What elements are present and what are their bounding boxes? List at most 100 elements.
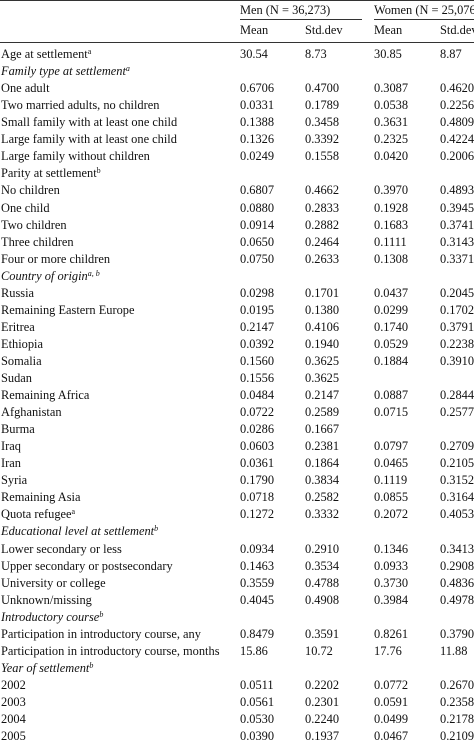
men-std-cell: 0.3332	[305, 507, 340, 522]
row-label-text: Age at settlement	[1, 47, 88, 61]
men-std-cell: 0.2910	[305, 541, 340, 556]
row-label: Iran	[1, 457, 21, 469]
women-mean-cell: 0.1683	[374, 217, 409, 232]
header-rule	[0, 42, 474, 43]
row-label: Small family with at least one child	[1, 116, 177, 128]
women-std-cell: 0.3791	[440, 319, 474, 334]
women-std-cell: 0.3790	[440, 626, 474, 641]
men-std-cell: 0.1940	[305, 336, 340, 351]
row-label: Quota refugeea	[1, 507, 76, 521]
women-mean-cell: 0.0933	[374, 558, 409, 573]
men-std-cell: 0.2882	[305, 217, 340, 232]
women-std-cell: 0.4224	[440, 132, 474, 147]
men-mean-cell: 0.0286	[240, 422, 275, 437]
women-mean-cell: 0.3970	[374, 183, 409, 198]
men-std-cell: 0.3458	[305, 115, 340, 130]
section-heading: Country of origina, b	[1, 269, 100, 282]
row-label-text: Parity at settlement	[1, 166, 97, 181]
women-mean-cell: 0.0299	[374, 302, 409, 317]
men-std-cell: 8.73	[305, 47, 327, 61]
women-std-cell: 0.3371	[440, 251, 474, 266]
women-mean-cell: 0.0887	[374, 388, 409, 402]
row-label: Ethiopia	[1, 338, 43, 350]
women-std-cell: 0.2709	[440, 439, 474, 454]
men-std-cell: 0.2582	[305, 490, 340, 505]
row-label-text: Russia	[1, 285, 35, 300]
women-std-cell: 0.2844	[440, 388, 474, 402]
row-label: Four or more children	[1, 252, 110, 265]
women-std-cell: 0.3413	[440, 541, 474, 556]
men-group-rule	[240, 19, 362, 20]
women-mean-cell: 0.3631	[374, 115, 409, 130]
men-std-cell: 0.3834	[305, 473, 340, 488]
men-mean-cell: 0.0195	[240, 302, 275, 317]
women-mean-cell: 0.0529	[374, 336, 409, 351]
men-mean-cell: 30.54	[240, 47, 268, 61]
men-mean-cell: 0.0934	[240, 541, 275, 556]
footnote-marker: b	[89, 660, 94, 670]
women-std-cell: 0.3741	[440, 217, 474, 232]
women-std-cell: 8.87	[440, 47, 462, 61]
women-mean-cell: 0.0855	[374, 490, 409, 505]
women-mean-cell: 0.0591	[374, 694, 409, 709]
men-std-cell: 0.1864	[305, 456, 340, 471]
men-std-cell: 0.2240	[305, 712, 340, 726]
row-label-text: One adult	[1, 81, 50, 96]
women-mean-cell: 0.0420	[374, 149, 409, 164]
women-std-cell: 0.2908	[440, 558, 474, 573]
row-label-text: Large family with at least one child	[1, 132, 177, 147]
women-mean-cell: 0.1119	[374, 473, 408, 488]
row-label-text: Three children	[1, 234, 74, 249]
women-mean-cell: 0.0797	[374, 439, 409, 454]
row-label: One child	[1, 201, 50, 214]
women-mean-cell: 0.0499	[374, 712, 409, 726]
women-mean-cell: 17.76	[374, 643, 402, 658]
women-std-cell: 0.2045	[440, 285, 474, 300]
row-label-text: Burma	[1, 422, 35, 437]
footnote-marker: a	[71, 507, 76, 517]
women-mean-header: Mean	[374, 23, 403, 37]
women-std-cell: 0.2358	[440, 694, 474, 709]
women-mean-cell: 0.0772	[374, 677, 409, 692]
section-heading: Year of settlementb	[1, 660, 94, 675]
women-mean-cell: 0.3087	[374, 81, 409, 96]
men-mean-cell: 0.6807	[240, 183, 275, 198]
row-label: Large family without children	[1, 150, 150, 162]
women-std-cell: 0.2006	[440, 149, 474, 164]
row-label-text: Upper secondary or postsecondary	[1, 558, 173, 573]
row-label: Upper secondary or postsecondary	[1, 558, 173, 573]
women-std-cell: 11.88	[440, 643, 468, 658]
men-std-cell: 0.2589	[305, 405, 340, 420]
women-mean-cell: 0.3730	[374, 575, 409, 590]
men-mean-cell: 0.1388	[240, 115, 275, 130]
men-std-cell: 0.4908	[305, 592, 340, 607]
women-mean-cell: 0.1884	[374, 353, 409, 368]
men-std-cell: 0.2301	[305, 694, 340, 709]
row-label: Sudan	[1, 372, 32, 384]
row-label: No children	[1, 184, 60, 196]
row-label-text: Year of settlement	[1, 660, 90, 675]
men-mean-cell: 0.0361	[240, 456, 275, 471]
men-mean-cell: 0.8479	[240, 626, 275, 641]
men-mean-cell: 0.0650	[240, 234, 275, 249]
women-group-rule	[374, 19, 474, 20]
men-std-cell: 0.1937	[305, 729, 340, 743]
women-mean-cell: 0.8261	[374, 626, 409, 641]
row-label-text: Remaining Africa	[1, 388, 90, 402]
row-label: Participation in introductory course, mo…	[1, 645, 220, 657]
row-label: Three children	[1, 234, 74, 249]
men-mean-cell: 0.0392	[240, 336, 275, 351]
row-label: University or college	[1, 576, 106, 589]
women-mean-cell: 30.85	[374, 47, 402, 61]
women-mean-cell: 0.0715	[374, 405, 409, 420]
row-label-text: Iraq	[1, 439, 21, 454]
women-mean-cell: 0.2072	[374, 507, 409, 522]
women-mean-cell: 0.1346	[374, 541, 409, 556]
women-std-cell: 0.4893	[440, 183, 474, 198]
women-std-cell: 0.4053	[440, 507, 474, 522]
men-mean-cell: 0.1463	[240, 558, 275, 573]
row-label: 2002	[1, 679, 26, 691]
row-label-text: 2002	[1, 677, 26, 692]
men-std-cell: 0.1789	[305, 98, 340, 113]
women-std-cell: 0.2577	[440, 405, 474, 420]
